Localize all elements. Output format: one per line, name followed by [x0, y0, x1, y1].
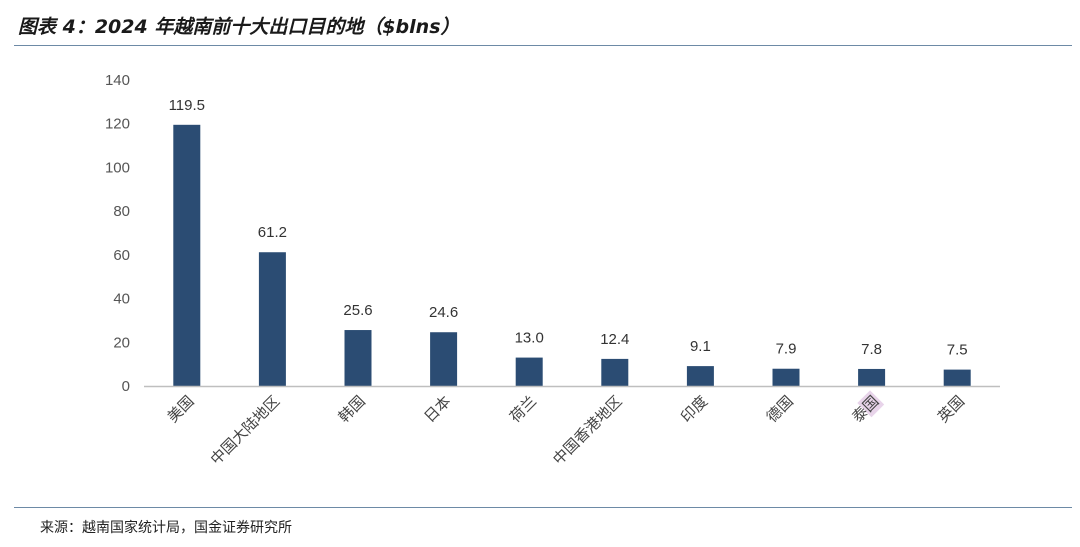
category-labels: 美国 中国大陆地区 韩国 日本 荷兰 中国香港地区 印度 德国 泰国 英国: [164, 392, 968, 468]
bar: [772, 368, 800, 386]
category-label: 英国: [934, 392, 968, 426]
data-labels: 119.5 61.2 25.6 24.6 13.0 12.4 9.1 7.9 7.8 7.5: [169, 97, 968, 359]
bar: [686, 366, 714, 386]
data-label: 12.4: [600, 331, 629, 348]
data-label: 7.8: [861, 341, 882, 358]
category-label: 韩国: [335, 392, 369, 426]
category-label: 中国香港地区: [549, 392, 625, 468]
data-label: 25.6: [343, 302, 372, 319]
top-divider: [14, 45, 1072, 46]
data-label: 9.1: [690, 338, 711, 355]
data-label: 7.9: [776, 341, 797, 358]
category-label: 荷兰: [506, 392, 540, 426]
bar: [173, 124, 201, 387]
bottom-divider: [14, 507, 1072, 508]
category-label: 德国: [763, 392, 797, 426]
data-label: 61.2: [258, 224, 287, 241]
bar: [858, 368, 886, 386]
data-label: 119.5: [169, 97, 205, 114]
chart-title: 图表 4：2024 年越南前十大出口目的地（$blns）: [18, 16, 460, 38]
data-label: 24.6: [429, 304, 458, 321]
bar: [601, 358, 629, 386]
y-tick-label: 120: [105, 116, 130, 133]
y-tick-label: 80: [113, 203, 130, 220]
source-note: 来源：越南国家统计局，国金证券研究所: [40, 520, 292, 536]
category-label: 日本: [420, 392, 454, 426]
category-label: 中国大陆地区: [207, 392, 283, 468]
category-label: 美国: [164, 392, 198, 426]
y-tick-label: 0: [122, 378, 130, 395]
y-tick-label: 140: [105, 72, 130, 89]
bars: [173, 124, 971, 387]
category-label: 泰国: [848, 392, 882, 426]
data-label: 7.5: [947, 342, 968, 359]
y-tick-label: 60: [113, 247, 130, 264]
bar: [258, 252, 286, 386]
bar: [430, 332, 458, 386]
y-axis-ticks: 0 20 40 60 80 100 120 140: [105, 72, 130, 395]
y-tick-label: 20: [113, 334, 130, 351]
bar: [515, 357, 543, 386]
data-label: 13.0: [515, 330, 544, 347]
label-highlight: [857, 390, 885, 418]
category-label: 印度: [677, 392, 711, 426]
y-tick-label: 40: [113, 291, 130, 308]
y-tick-label: 100: [105, 159, 130, 176]
bar: [344, 330, 372, 386]
highlights: [857, 390, 885, 418]
bar: [943, 369, 971, 386]
